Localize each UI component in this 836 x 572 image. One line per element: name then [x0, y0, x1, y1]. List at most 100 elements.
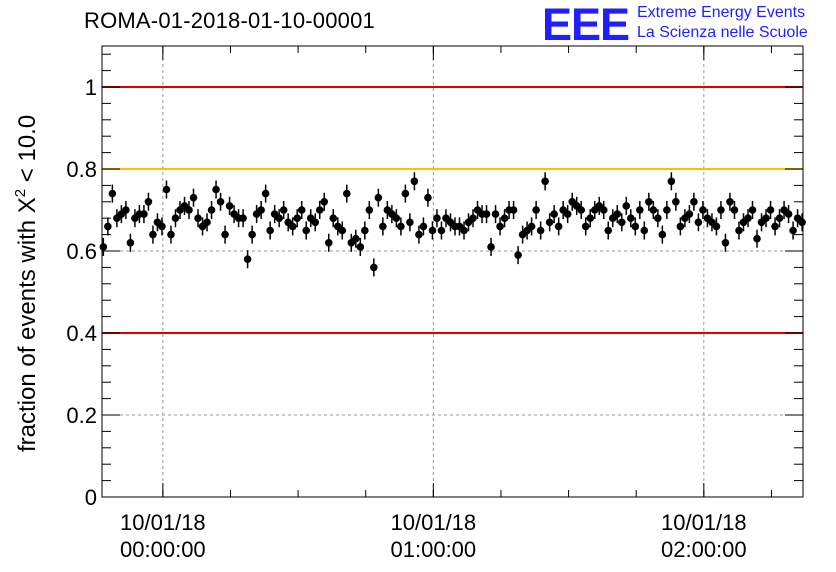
- x-tick-label-time: 00:00:00: [120, 537, 206, 562]
- data-point: [685, 210, 694, 218]
- data-point: [428, 226, 437, 235]
- logo-line-2: La Scienza nelle Scuole: [637, 24, 808, 41]
- data-point: [302, 226, 311, 235]
- data-point: [748, 206, 757, 214]
- x-tick-label-date: 10/01/18: [391, 510, 477, 535]
- data-point: [613, 210, 622, 218]
- data-point: [315, 206, 324, 214]
- data-point: [140, 210, 148, 218]
- y-axis-label-sup: 2: [12, 189, 29, 197]
- data-point: [554, 222, 563, 231]
- data-point: [676, 222, 685, 231]
- logo-line-1: Extreme Energy Events: [637, 4, 806, 21]
- data-point: [397, 222, 405, 231]
- y-tick-label: 0.8: [66, 157, 97, 182]
- data-point: [631, 222, 640, 231]
- data-point: [654, 214, 662, 222]
- data-point: [126, 239, 135, 247]
- data-point: [207, 206, 216, 214]
- data-point: [726, 198, 734, 206]
- data-point: [699, 206, 707, 214]
- data-point: [419, 222, 428, 231]
- data-point: [735, 226, 743, 235]
- eee-logo: EEE Extreme Energy Events La Scienza nel…: [540, 0, 830, 50]
- data-point: [509, 206, 518, 214]
- data-point: [320, 198, 329, 206]
- data-point: [532, 206, 540, 214]
- tick-labels: 00.20.40.60.8110/01/1800:00:0010/01/1801…: [66, 75, 746, 562]
- data-point: [437, 226, 446, 235]
- data-point: [798, 218, 806, 227]
- data-point: [550, 210, 558, 218]
- x-tick-label-time: 02:00:00: [661, 537, 747, 562]
- data-point: [640, 226, 649, 235]
- data-point: [392, 214, 401, 222]
- data-point: [239, 214, 247, 222]
- data-point: [649, 206, 658, 214]
- data-point: [645, 198, 653, 206]
- data-point: [266, 226, 274, 235]
- data-point: [203, 218, 211, 227]
- data-point: [99, 243, 108, 251]
- y-tick-label: 0: [85, 485, 97, 510]
- data-point: [171, 214, 180, 222]
- data-point: [167, 230, 175, 239]
- data-point: [329, 214, 338, 222]
- y-tick-label: 0.4: [66, 321, 97, 346]
- x-tick-label-date: 10/01/18: [661, 510, 747, 535]
- data-point: [622, 202, 631, 210]
- data-point: [663, 206, 671, 214]
- data-point: [352, 234, 360, 243]
- data-point: [243, 255, 252, 263]
- data-point: [658, 230, 667, 239]
- data-point: [784, 210, 793, 218]
- data-point: [361, 226, 369, 235]
- data-point: [221, 230, 229, 239]
- data-point: [149, 230, 157, 239]
- data-point: [338, 226, 347, 235]
- data-point: [311, 218, 320, 227]
- data-point: [104, 222, 112, 231]
- data-point: [356, 243, 365, 251]
- y-axis-label-chi: Χ: [14, 197, 41, 213]
- reference-lines: [102, 86, 803, 334]
- data-point: [189, 193, 198, 202]
- data-point: [577, 206, 586, 214]
- data-point: [324, 239, 333, 247]
- y-axis-label-suffix: < 10.0: [14, 115, 41, 189]
- data-point: [342, 189, 351, 198]
- data-point: [216, 198, 225, 206]
- data-point: [626, 214, 635, 222]
- data-point: [753, 234, 761, 243]
- data-point: [424, 193, 432, 202]
- data-point: [496, 222, 504, 231]
- data-point: [500, 214, 509, 222]
- data-point: [297, 206, 306, 214]
- data-point: [365, 206, 374, 214]
- data-point: [158, 222, 166, 231]
- data-point: [433, 214, 441, 222]
- data-point: [482, 210, 491, 218]
- data-point: [766, 206, 775, 214]
- data-point: [401, 189, 410, 198]
- data-point: [248, 230, 256, 239]
- data-point: [527, 222, 536, 231]
- data-point: [487, 243, 495, 251]
- data-point: [762, 214, 770, 222]
- data-point: [122, 206, 130, 214]
- axis-ticks: [102, 46, 803, 498]
- data-point: [275, 214, 283, 222]
- y-tick-label: 0.6: [66, 239, 97, 264]
- data-point: [730, 206, 739, 214]
- data-point: [717, 206, 725, 214]
- data-point: [586, 214, 595, 222]
- data-point: [581, 222, 590, 231]
- data-point: [162, 185, 171, 194]
- data-point: [789, 226, 797, 235]
- data-point: [771, 222, 779, 231]
- data-point: [406, 218, 414, 227]
- data-point: [370, 263, 378, 272]
- y-axis-label: fraction of events with Χ2 < 10.0: [12, 115, 41, 452]
- data-point: [194, 214, 202, 222]
